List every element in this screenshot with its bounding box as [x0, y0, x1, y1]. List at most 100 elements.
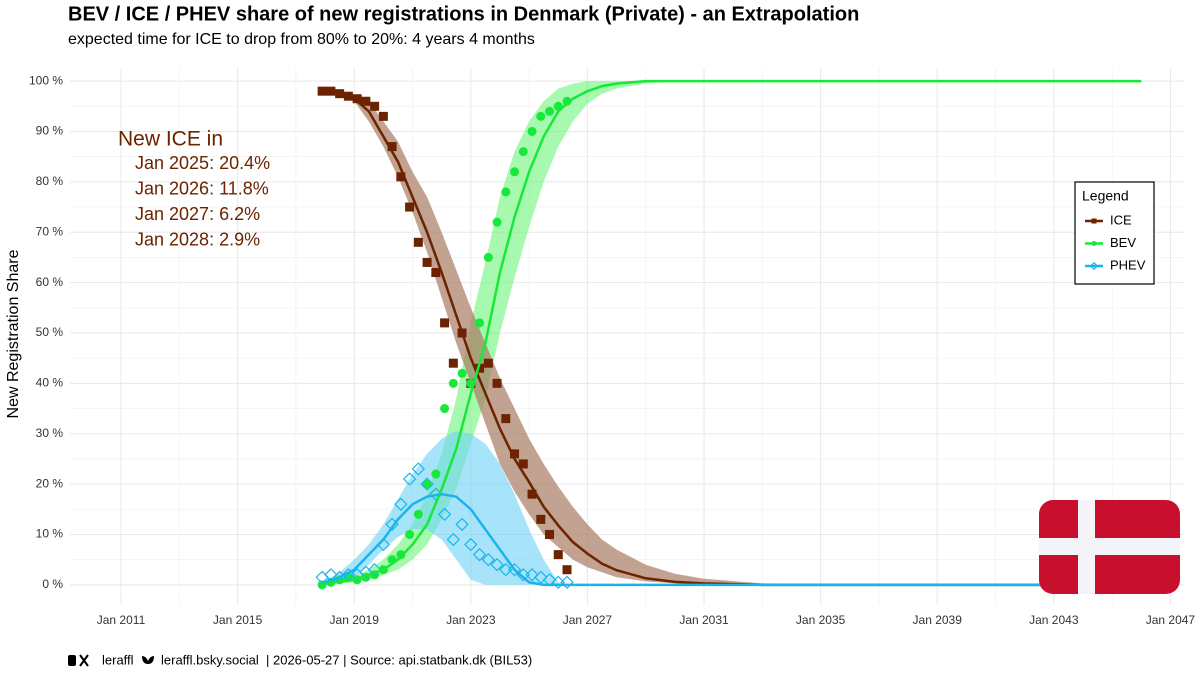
y-tick-label: 80 % — [36, 174, 64, 188]
data-point — [536, 514, 546, 524]
x-tick-label: Jan 2047 — [1146, 613, 1196, 627]
flag — [1039, 500, 1180, 594]
data-point — [411, 462, 426, 476]
y-tick-label: 50 % — [36, 325, 64, 339]
data-point — [422, 257, 432, 267]
data-point — [483, 358, 493, 368]
data-point — [367, 563, 382, 577]
legend-marker — [1091, 241, 1097, 246]
data-point — [464, 537, 478, 552]
data-point — [510, 449, 520, 459]
chart-title: BEV / ICE / PHEV share of new registrati… — [68, 3, 859, 25]
data-point — [475, 318, 485, 328]
data-point — [510, 167, 520, 177]
grid: 0 % 10 % 20 % 30 % 40 % 50 % 60 % 70 % 80 % 90 % 1… — [29, 68, 1195, 627]
data-point — [413, 237, 423, 247]
data-point — [437, 507, 452, 522]
data-point — [545, 529, 555, 539]
data-point — [440, 318, 450, 328]
data-point — [483, 252, 493, 262]
data-point — [536, 111, 546, 121]
y-tick-label: 10 % — [36, 527, 64, 541]
data-point — [317, 580, 327, 590]
x-tick-label: Jan 2011 — [97, 613, 146, 627]
data-point — [431, 268, 441, 278]
y-tick-label: 40 % — [36, 376, 64, 390]
data-point — [448, 358, 458, 368]
data-point — [562, 565, 572, 575]
data-point — [448, 378, 458, 388]
data-point — [562, 96, 572, 106]
footer-icon — [68, 655, 76, 666]
legend-label: PHEV — [1110, 257, 1146, 272]
annotation-line: Jan 2025: 20.4% — [135, 153, 270, 173]
trend-line — [324, 89, 1142, 587]
data-point — [387, 142, 397, 152]
data-point — [475, 363, 485, 373]
x-tick-label: Jan 2015 — [213, 613, 263, 627]
x-tick-label: Jan 2039 — [913, 613, 963, 627]
data-point — [481, 552, 496, 567]
flag-cross — [1039, 538, 1180, 555]
data-point — [492, 217, 502, 227]
data-point — [405, 529, 415, 539]
data-point — [396, 550, 406, 560]
confidence-band — [325, 431, 1142, 585]
legend-marker — [1091, 218, 1097, 224]
data-point — [370, 101, 380, 111]
data-point — [560, 575, 574, 590]
data-point — [507, 563, 522, 577]
data-point — [527, 126, 537, 136]
legend-marker — [1089, 261, 1099, 271]
annotation-title: New ICE in — [118, 128, 223, 151]
plot-area — [315, 79, 1142, 590]
legend-title: Legend — [1082, 188, 1129, 204]
chart-subtitle: expected time for ICE to drop from 80% t… — [68, 31, 535, 48]
y-tick-label: 60 % — [36, 275, 64, 289]
data-point — [413, 509, 423, 519]
x-tick-label: Jan 2019 — [330, 613, 380, 627]
legend: Legend ICE BEV PHEV — [1074, 181, 1155, 285]
confidence-band — [325, 91, 1142, 585]
x-tick-label: Jan 2023 — [446, 613, 496, 627]
legend-label: BEV — [1110, 235, 1136, 250]
footer-text: leraffl.bsky.social — [161, 652, 259, 667]
data-point — [394, 497, 408, 511]
data-point — [518, 459, 528, 469]
data-point — [455, 517, 469, 532]
data-point — [402, 472, 417, 486]
trend-line — [324, 79, 1142, 585]
footer: leraffl leraffl.bsky.social | 2026-05-27… — [68, 652, 532, 667]
x-tick-label: Jan 2043 — [1029, 613, 1079, 627]
annotation-line: Jan 2027: 6.2% — [135, 204, 260, 224]
data-point — [378, 111, 388, 121]
y-tick-label: 90 % — [36, 124, 64, 138]
data-point — [440, 404, 450, 414]
data-point — [472, 547, 487, 562]
confidence-band — [325, 81, 1142, 585]
annotation-line: Jan 2026: 11.8% — [135, 178, 269, 198]
y-tick-label: 30 % — [36, 426, 64, 440]
data-point — [518, 147, 528, 157]
data-point — [457, 368, 467, 378]
y-axis-label: New Registration Share — [5, 249, 22, 418]
data-point — [420, 477, 434, 491]
annotation-line: Jan 2028: 2.9% — [135, 229, 260, 249]
data-point — [422, 479, 432, 489]
x-tick-label: Jan 2031 — [679, 613, 729, 627]
data-point — [405, 202, 415, 212]
data-point — [446, 532, 461, 547]
footer-icon — [79, 654, 89, 667]
data-point — [492, 378, 502, 388]
y-tick-label: 100 % — [29, 73, 63, 87]
data-point — [501, 187, 511, 197]
footer-text: leraffl — [102, 652, 134, 667]
data-point — [525, 568, 539, 582]
y-tick-label: 0 % — [42, 577, 63, 591]
data-point — [551, 575, 565, 590]
x-tick-label: Jan 2027 — [563, 613, 613, 627]
data-point — [361, 96, 371, 106]
